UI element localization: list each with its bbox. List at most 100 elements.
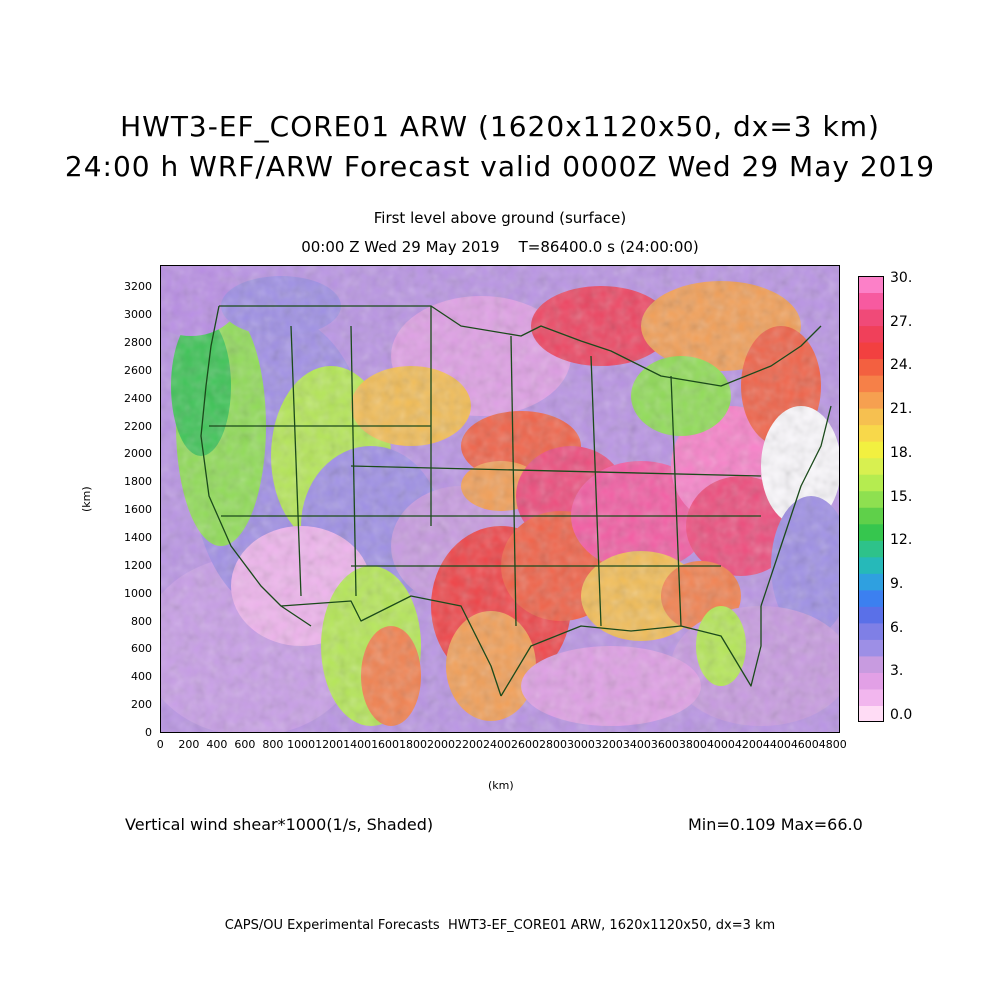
colorbar-swatch — [858, 507, 884, 525]
x-tick-label: 2400 — [483, 738, 511, 751]
us-canada-border — [219, 305, 822, 387]
x-tick-label: 4600 — [790, 738, 819, 751]
colorbar-swatch — [858, 342, 884, 360]
y-tick-label: 1600 — [124, 503, 152, 517]
colorbar-swatch — [858, 325, 884, 343]
y-tick-label: 2400 — [124, 391, 152, 405]
colorbar-swatch — [858, 358, 884, 376]
colorbar-swatch — [858, 655, 884, 673]
state-line-5 — [590, 355, 602, 627]
x-tick-label: 2000 — [427, 738, 456, 751]
x-axis-label: (km) — [488, 779, 514, 792]
colorbar-swatch — [858, 474, 884, 492]
colorbar-swatch — [858, 490, 884, 508]
east-coast — [760, 405, 832, 607]
x-tick-label: 4000 — [706, 738, 735, 751]
x-tick-label: 2600 — [510, 738, 539, 751]
colorbar-swatch — [858, 606, 884, 624]
colorbar-swatch — [858, 573, 884, 591]
colorbar-label: 15. — [890, 488, 913, 505]
x-tick-label: 1400 — [343, 738, 372, 751]
colorbar-label: 30. — [890, 270, 913, 286]
colorbar-swatch — [858, 441, 884, 459]
colorbar-swatch — [858, 375, 884, 393]
colorbar-frame — [858, 276, 884, 722]
colorbar-label: 12. — [890, 532, 913, 549]
colorbar-swatch — [858, 540, 884, 558]
field-description: Vertical wind shear*1000(1/s, Shaded) — [125, 815, 434, 834]
x-tick-label: 1800 — [399, 738, 428, 751]
colorbar-swatch — [858, 639, 884, 657]
y-tick-label: 0 — [145, 726, 152, 739]
level-subtitle: First level above ground (surface) — [373, 209, 627, 227]
colorbar-swatch — [858, 391, 884, 409]
state-line-6 — [670, 375, 682, 627]
colorbar-label: 6. — [890, 619, 904, 636]
main-title: HWT3-EF_CORE01 ARW (1620x1120x50, dx=3 k… — [120, 110, 880, 143]
colorbar-swatch — [858, 589, 884, 607]
colorbar-swatch — [858, 688, 884, 706]
state-line-4 — [510, 335, 517, 627]
boundary-lines — [200, 305, 832, 697]
y-tick-label: 3200 — [124, 280, 152, 294]
x-tick-label: 600 — [234, 738, 256, 751]
x-tick-label: 3400 — [622, 738, 651, 751]
x-tick-label: 4400 — [762, 738, 791, 751]
colorbar-label: 18. — [890, 444, 913, 461]
y-tick-label: 2200 — [124, 419, 152, 433]
x-tick-label: 2800 — [538, 738, 567, 751]
y-tick-label: 1000 — [124, 586, 152, 600]
x-tick-label: 3600 — [650, 738, 679, 751]
colorbar-swatch — [858, 705, 884, 722]
colorbar-label: 0.0 — [890, 707, 913, 723]
x-tick-label: 1000 — [287, 738, 316, 751]
colorbar-swatch — [858, 556, 884, 574]
x-tick-label: 3200 — [594, 738, 623, 751]
y-tick-label: 600 — [131, 642, 152, 656]
colorbar-swatch — [858, 457, 884, 475]
x-tick-label: 3000 — [566, 738, 595, 751]
y-tick-label: 1800 — [124, 475, 152, 489]
x-tick-label: 400 — [206, 738, 228, 751]
y-tick-label: 1400 — [124, 531, 152, 544]
shear-map — [160, 265, 840, 733]
y-tick-label: 200 — [131, 698, 152, 712]
min-max-stats: Min=0.109 Max=66.0 — [688, 815, 863, 834]
x-tick-label: 200 — [178, 738, 200, 751]
x-tick-label: 2200 — [455, 738, 484, 751]
state-line-2 — [350, 325, 357, 597]
colorbar-swatch — [858, 622, 884, 640]
valid-time-subtitle: 00:00 Z Wed 29 May 2019 T=86400.0 s (24:… — [301, 238, 699, 256]
colorbar-swatch — [858, 672, 884, 690]
y-axis-label: (km) — [80, 486, 93, 512]
forecast-title: 24:00 h WRF/ARW Forecast valid 0000Z Wed… — [64, 150, 936, 183]
x-tick-label: 800 — [262, 738, 284, 751]
x-tick-label: 1200 — [315, 738, 344, 751]
colorbar-swatch — [858, 292, 884, 310]
y-tick-label: 400 — [131, 670, 152, 684]
us-mexico-border — [280, 595, 502, 697]
coastline-west — [200, 305, 312, 627]
x-tick-label: 1600 — [371, 738, 400, 751]
state-line-1 — [290, 325, 302, 597]
x-tick-label: 4200 — [734, 738, 763, 751]
colorbar-swatch — [858, 309, 884, 327]
x-tick-label: 4800 — [818, 738, 847, 751]
colorbar — [858, 276, 884, 722]
colorbar-swatch — [858, 276, 884, 294]
y-tick-label: 3000 — [124, 308, 152, 322]
colorbar-label: 24. — [890, 357, 913, 374]
credit-line: CAPS/OU Experimental Forecasts HWT3-EF_C… — [224, 918, 776, 933]
y-tick-label: 2000 — [124, 447, 152, 461]
x-tick-label: 3800 — [678, 738, 707, 751]
colorbar-label: 27. — [890, 313, 913, 330]
y-tick-label: 800 — [131, 614, 152, 628]
y-tick-label: 2800 — [124, 336, 152, 349]
x-tick-label: 0 — [156, 738, 164, 751]
state-line-9 — [350, 465, 762, 477]
y-tick-label: 1200 — [124, 558, 152, 572]
colorbar-label: 3. — [890, 663, 904, 680]
colorbar-label: 9. — [890, 575, 904, 592]
colorbar-label: 21. — [890, 401, 913, 418]
colorbar-swatch — [858, 523, 884, 541]
